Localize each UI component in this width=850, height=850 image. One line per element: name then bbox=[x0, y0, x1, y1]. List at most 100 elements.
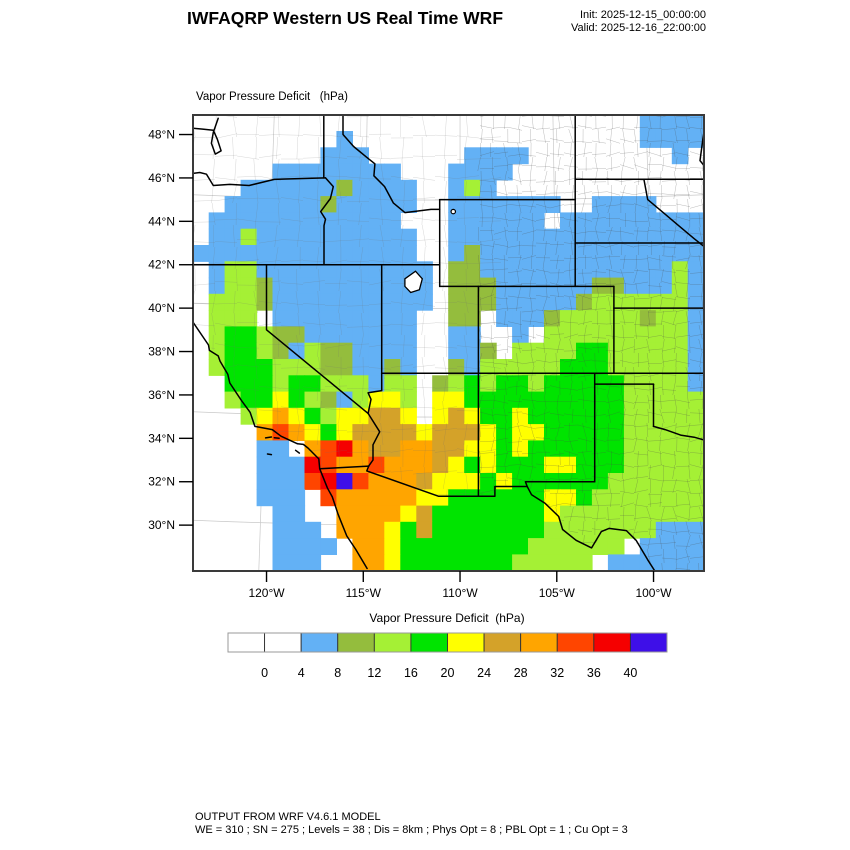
field-cell bbox=[240, 310, 258, 327]
field-cell bbox=[368, 228, 385, 246]
state-border-line bbox=[526, 485, 656, 571]
field-cell bbox=[224, 391, 242, 409]
field-cell bbox=[655, 131, 673, 148]
field-cell bbox=[623, 554, 641, 571]
lat-tick-label: 34°N bbox=[148, 431, 175, 445]
field-cell bbox=[464, 538, 481, 555]
field-cell bbox=[512, 261, 529, 279]
field-cell bbox=[623, 326, 641, 344]
field-cell bbox=[528, 521, 545, 539]
field-cell bbox=[639, 326, 657, 344]
field-cell bbox=[272, 489, 290, 507]
colorbar-tick-label: 4 bbox=[298, 666, 305, 680]
field-cell bbox=[560, 342, 577, 360]
field-cell bbox=[576, 407, 593, 425]
field-cell bbox=[607, 228, 625, 246]
field-cell bbox=[687, 456, 704, 474]
field-cell bbox=[224, 359, 242, 376]
field-cell bbox=[368, 440, 385, 458]
field-cell bbox=[496, 261, 513, 279]
field-cell bbox=[240, 277, 258, 295]
field-cell bbox=[607, 342, 625, 360]
field-cell bbox=[288, 505, 306, 523]
field-cell bbox=[304, 212, 322, 230]
field-cell bbox=[607, 424, 625, 441]
field-cell bbox=[240, 359, 258, 376]
field-cell bbox=[591, 228, 609, 246]
field-cell bbox=[272, 407, 290, 425]
field-cell bbox=[687, 505, 704, 523]
colorbar-cell bbox=[593, 632, 631, 653]
field-cell bbox=[368, 261, 385, 279]
field-cell bbox=[655, 554, 673, 571]
field-cell bbox=[496, 245, 513, 262]
field-cell bbox=[464, 375, 481, 393]
field-cell bbox=[687, 326, 704, 344]
field-cell bbox=[528, 359, 545, 376]
field-cell bbox=[480, 212, 497, 230]
field-cell bbox=[480, 359, 497, 376]
field-cell bbox=[368, 293, 385, 311]
colorbar-tick-label: 16 bbox=[404, 666, 418, 680]
field-cell bbox=[304, 538, 322, 555]
field-cell bbox=[639, 440, 657, 458]
field-cell bbox=[512, 391, 529, 409]
field-cell bbox=[544, 391, 561, 409]
field-cell bbox=[448, 212, 465, 230]
field-cell bbox=[416, 538, 433, 555]
field-cell bbox=[400, 505, 417, 523]
field-cell bbox=[368, 407, 385, 425]
state-border-line bbox=[264, 436, 273, 439]
field-cell bbox=[496, 424, 513, 441]
field-cell bbox=[400, 489, 417, 507]
field-cell bbox=[400, 310, 417, 327]
field-cell bbox=[560, 228, 577, 246]
field-cell bbox=[687, 375, 704, 393]
field-cell bbox=[368, 326, 385, 344]
state-border-line bbox=[652, 425, 704, 441]
field-cell bbox=[368, 521, 385, 539]
field-cell bbox=[607, 473, 625, 490]
field-cell bbox=[464, 407, 481, 425]
field-cell bbox=[639, 407, 657, 425]
field-cell bbox=[320, 359, 337, 376]
field-cell bbox=[591, 407, 609, 425]
field-cell bbox=[480, 424, 497, 441]
field-cell bbox=[336, 277, 353, 295]
field-cell bbox=[288, 326, 306, 344]
field-cell bbox=[352, 179, 369, 197]
field-cell bbox=[655, 473, 673, 490]
field-cell bbox=[639, 456, 657, 474]
state-border-line bbox=[193, 117, 222, 155]
field-cell bbox=[336, 147, 353, 165]
field-cell bbox=[655, 489, 673, 507]
field-cell bbox=[544, 359, 561, 376]
field-cell bbox=[544, 521, 561, 539]
colorbar-title: Vapor Pressure Deficit (hPa) bbox=[369, 611, 524, 625]
field-cell bbox=[655, 310, 673, 327]
state-border-line bbox=[366, 465, 528, 498]
field-cell bbox=[272, 375, 290, 393]
field-cell bbox=[528, 424, 545, 441]
field-cell bbox=[671, 342, 689, 360]
field-cell bbox=[544, 424, 561, 441]
field-cell bbox=[272, 554, 290, 571]
field-cell bbox=[448, 228, 465, 246]
field-cell bbox=[607, 538, 625, 555]
field-cell bbox=[480, 163, 497, 181]
field-cell bbox=[224, 277, 242, 295]
field-cell bbox=[687, 115, 704, 132]
field-cell bbox=[224, 228, 242, 246]
field-cell bbox=[528, 261, 545, 279]
field-cell bbox=[320, 342, 337, 360]
field-cell bbox=[352, 440, 369, 458]
field-cell bbox=[687, 310, 704, 327]
field-cell bbox=[607, 391, 625, 409]
field-cell bbox=[384, 407, 401, 425]
field-cell bbox=[480, 342, 497, 360]
field-cell bbox=[384, 456, 401, 474]
field-cell bbox=[687, 212, 704, 230]
field-cell bbox=[544, 489, 561, 507]
field-cell bbox=[448, 359, 465, 376]
lat-tick-label: 30°N bbox=[148, 518, 175, 532]
